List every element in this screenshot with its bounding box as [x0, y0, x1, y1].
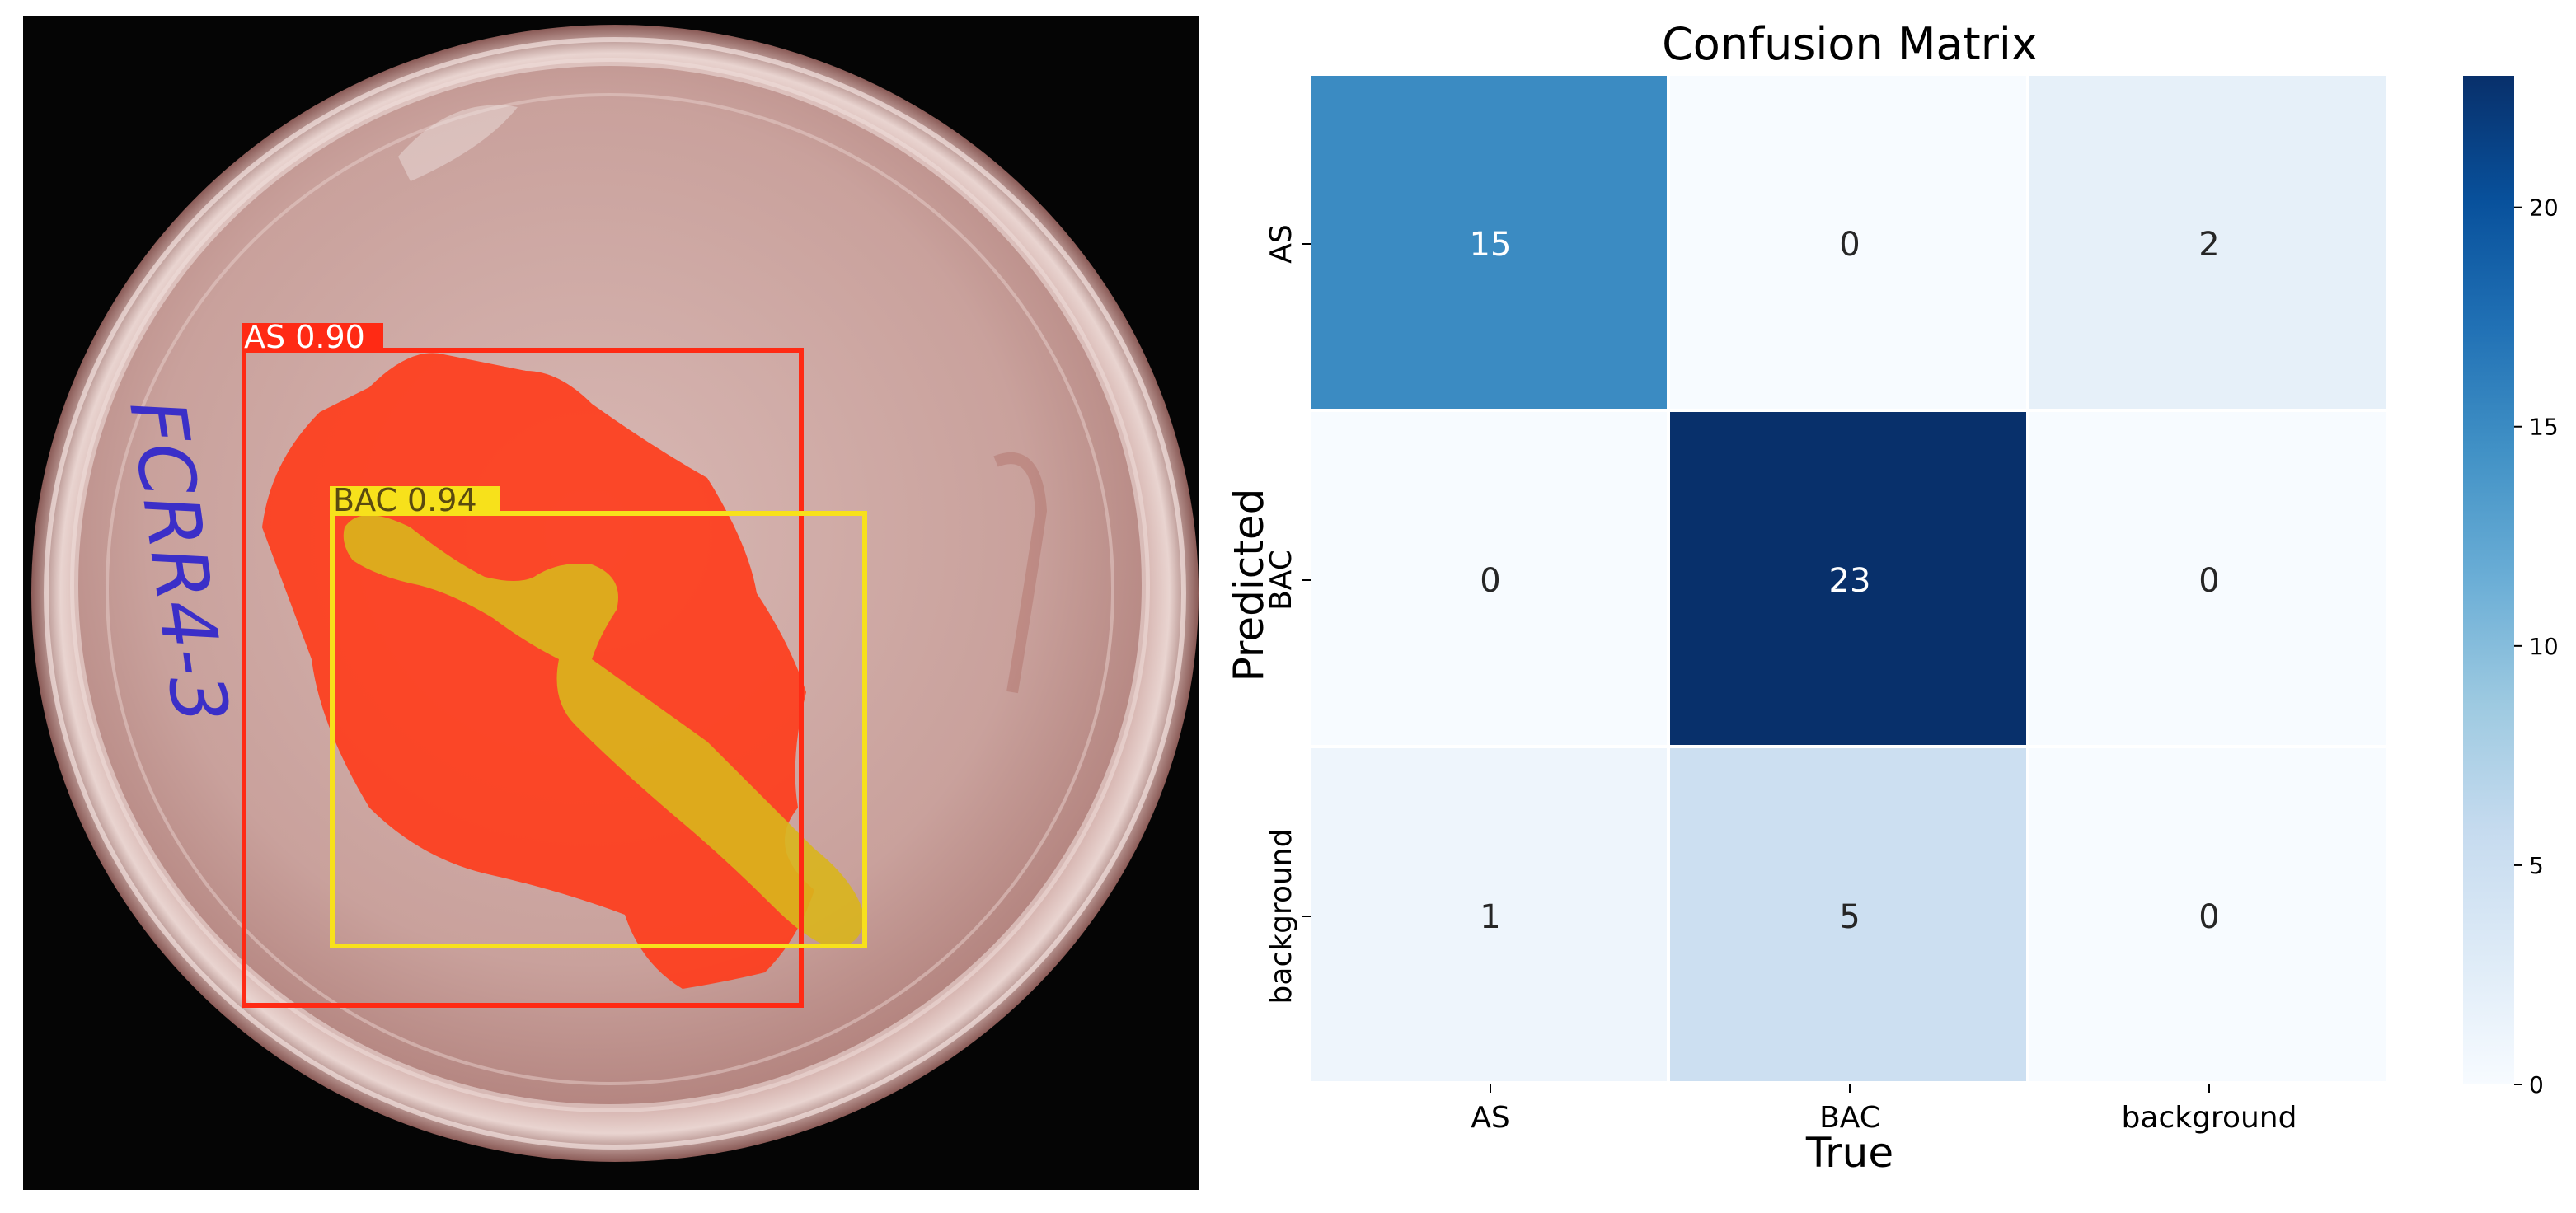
x-tick-label: AS [1471, 1101, 1509, 1135]
cell-BAC-background [2029, 412, 2386, 745]
confusion-matrix-panel: Confusion Matrix 15 0 2 0 23 0 1 5 0 AS BAC backgr… [1187, 0, 2576, 1213]
colorbar-tick-label: 0 [2529, 1071, 2544, 1098]
cell-BAC-BAC [1670, 412, 2026, 745]
cell-value-label: 0 [1480, 562, 1500, 600]
bac-segmentation-mask [343, 515, 864, 948]
bac-bounding-box [330, 511, 867, 948]
y-axis-label-group: Predicted [1225, 489, 1273, 682]
heatmap-cells [1311, 76, 2386, 1081]
petri-dish-photo: FCRR4-3 AS 0.90 BAC 0.94 [23, 16, 1199, 1190]
cell-background-AS [1311, 748, 1667, 1081]
colorbar-ticks: 0 5 10 15 20 [2514, 194, 2559, 1098]
cell-value-label: 2 [2198, 226, 2219, 264]
colorbar-tick-label: 20 [2529, 194, 2559, 222]
chart-title: Confusion Matrix [1662, 18, 2038, 70]
cell-value-label: 5 [1839, 898, 1860, 936]
as-label-bg [242, 323, 383, 353]
y-tick-label: AS [1265, 224, 1298, 263]
cell-BAC-AS [1311, 412, 1667, 745]
colorbar-tick-label: 5 [2529, 852, 2544, 879]
x-axis-ticks: AS BAC background [1471, 1084, 2297, 1135]
cell-AS-background [2029, 76, 2386, 409]
bac-detection-label: BAC 0.94 [333, 482, 477, 518]
heatmap-cell-labels: 15 0 20 23 01 5 0 [1470, 226, 2220, 936]
y-axis-label-rotated: Predicted [1225, 489, 1273, 682]
y-tick-label: background [1265, 829, 1298, 1005]
y-axis-ticks: AS BAC background [1265, 224, 1311, 1004]
cell-background-background [2029, 748, 2386, 1081]
cell-AS-AS [1311, 76, 1667, 409]
x-tick-label: background [2122, 1101, 2297, 1135]
cell-value-label: 1 [1480, 898, 1500, 936]
colorbar-tick-label: 10 [2529, 633, 2559, 660]
cell-background-BAC [1670, 748, 2026, 1081]
cell-value-label: 0 [2198, 562, 2219, 600]
as-detection-label: AS 0.90 [244, 319, 365, 355]
y-tick-label: BAC [1265, 550, 1298, 611]
colorbar-tick-label: 15 [2529, 414, 2559, 441]
cell-value-label: 23 [1829, 562, 1871, 600]
cell-value-label: 0 [1839, 226, 1860, 264]
as-bounding-box [242, 348, 804, 1008]
cell-AS-BAC [1670, 76, 2026, 409]
bac-label-bg [330, 486, 500, 516]
cell-value-label: 15 [1470, 226, 1512, 264]
colorbar [2463, 76, 2514, 1084]
x-axis-label: True [1805, 1129, 1893, 1177]
cell-value-label: 0 [2198, 898, 2219, 936]
x-tick-label: BAC [1819, 1101, 1880, 1135]
